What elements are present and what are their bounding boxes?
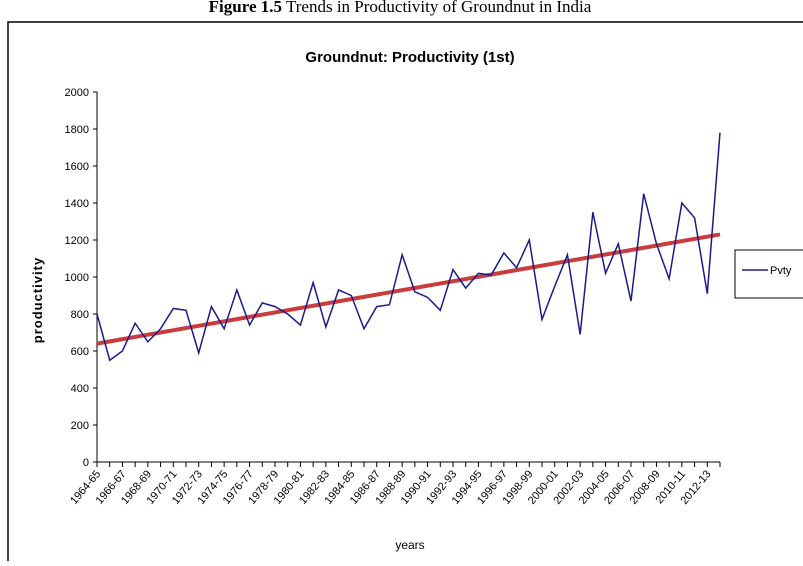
y-axis-label: productivity [30, 257, 45, 343]
data-line [96, 132, 721, 362]
x-axis-label: years [395, 538, 424, 552]
y-tick-label: 1800 [65, 124, 89, 136]
y-tick-label: 0 [83, 457, 89, 469]
caption: Figure 1.5 Trends in Productivity of Gro… [209, 0, 592, 16]
caption-label: Figure 1.5 [209, 0, 282, 16]
y-tick-label: 200 [71, 420, 89, 432]
y-tick-label: 800 [71, 309, 89, 321]
legend-label: Pvty [770, 265, 792, 277]
y-tick-label: 1000 [65, 272, 89, 284]
caption-text: Trends in Productivity of Groundnut in I… [286, 0, 592, 16]
y-tick-label: 1600 [65, 161, 89, 173]
y-tick-label: 2000 [65, 87, 89, 99]
y-tick-label: 400 [71, 383, 89, 395]
y-tick-label: 600 [71, 346, 89, 358]
y-tick-label: 1400 [65, 198, 89, 210]
frame [7, 21, 803, 561]
y-tick-label: 1200 [65, 235, 89, 247]
trend-line [96, 232, 721, 346]
chart-title: Groundnut: Productivity (1st) [305, 49, 514, 66]
legend-box [734, 249, 803, 299]
